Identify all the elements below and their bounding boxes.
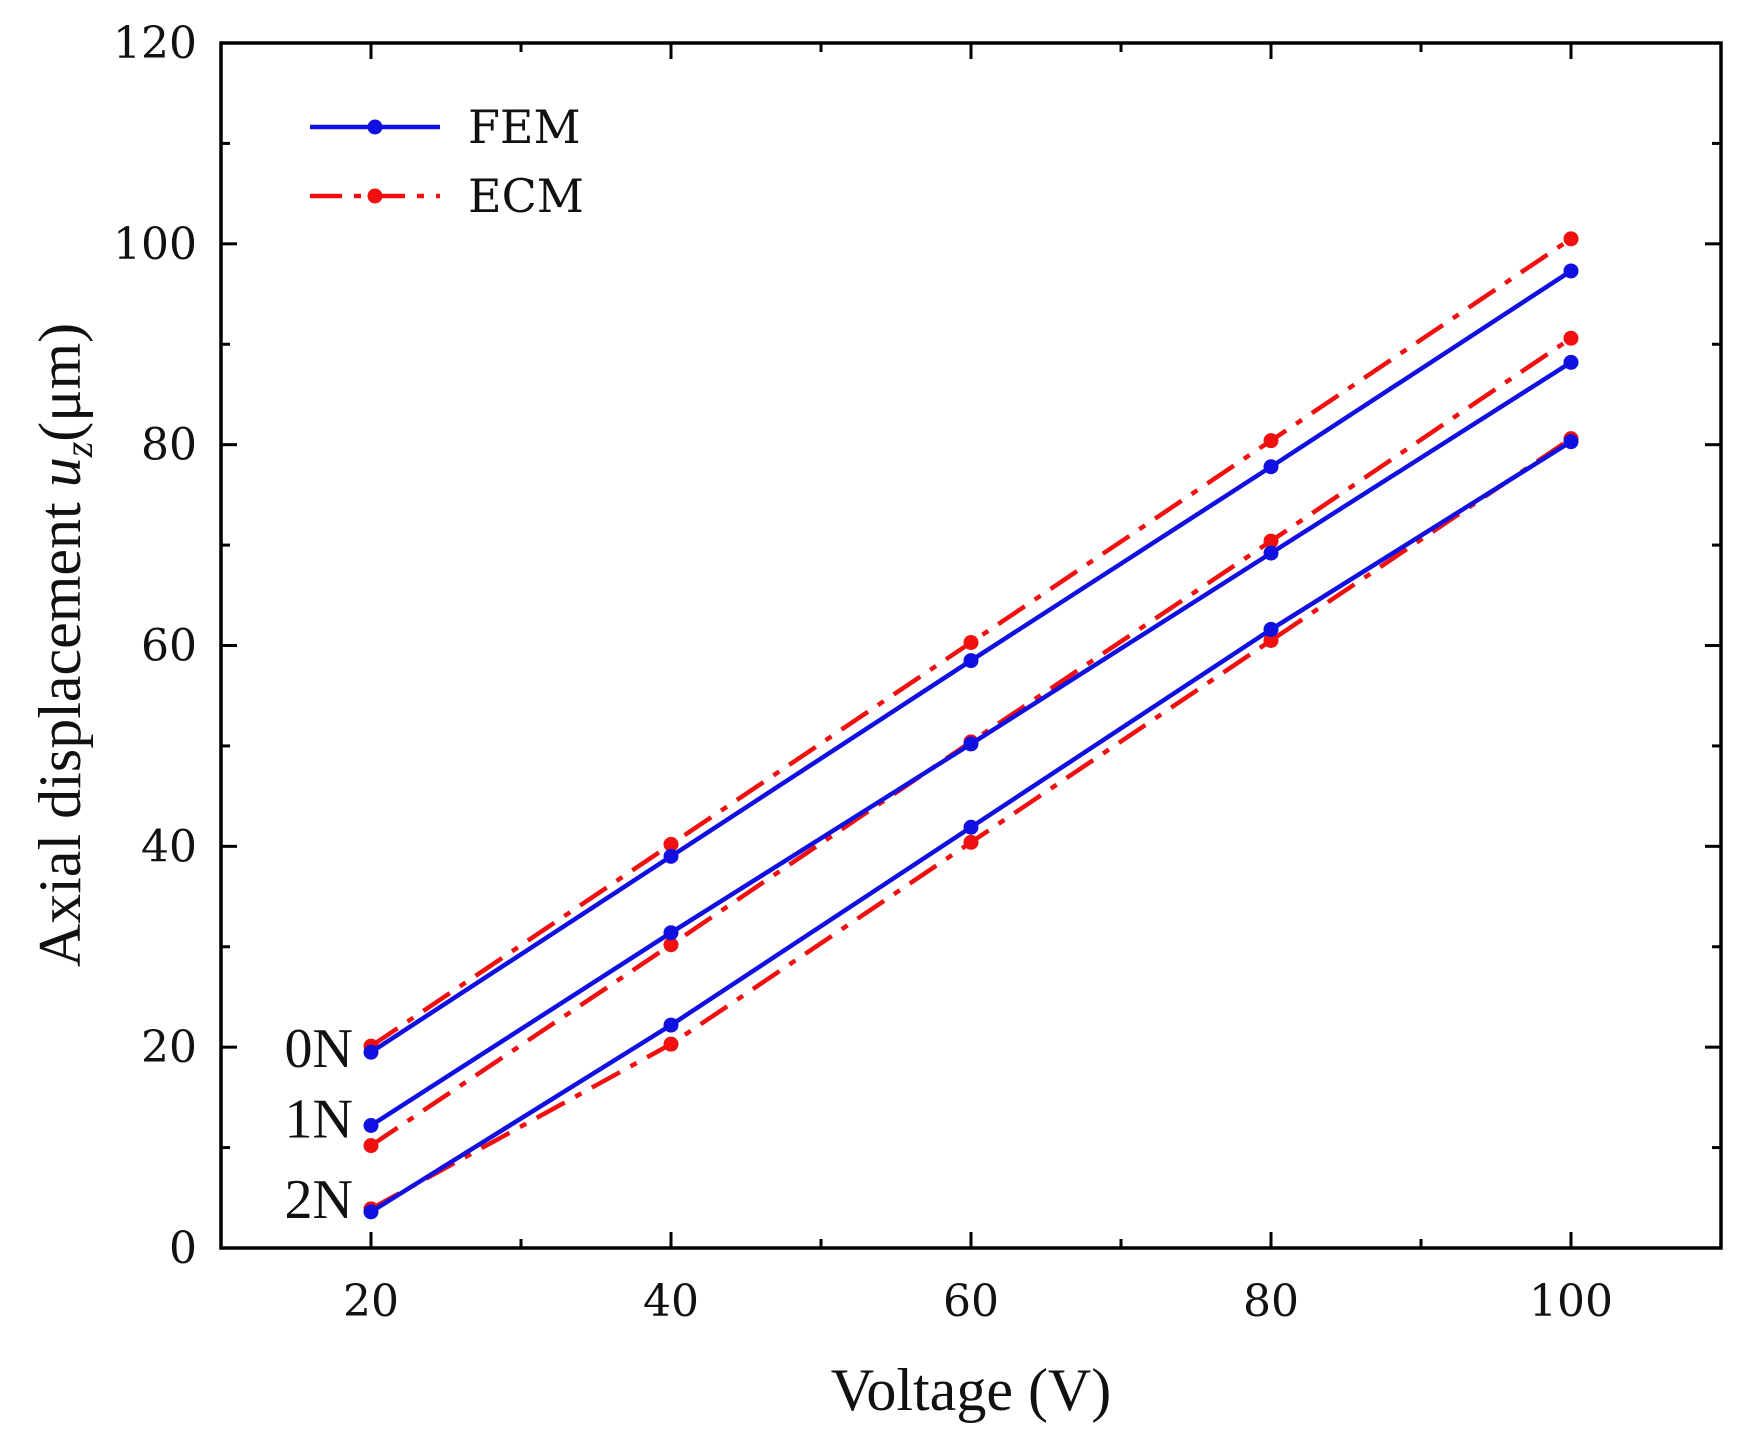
y-tick-label: 0 — [169, 1223, 197, 1274]
point-1n-fem — [963, 736, 979, 752]
point-0n-ecm — [963, 634, 979, 650]
y-tick-label: 60 — [141, 621, 197, 672]
y-axis-title-subscript: z — [56, 441, 101, 458]
x-tick-label: 80 — [1243, 1276, 1299, 1327]
legend-ecm-label: ECM — [468, 169, 584, 223]
point-1n-ecm — [663, 937, 679, 953]
point-2n-ecm — [963, 834, 979, 850]
point-2n-fem — [363, 1204, 379, 1220]
point-2n-ecm — [663, 1036, 679, 1052]
point-0n-fem — [1563, 263, 1579, 279]
point-2n-fem — [963, 819, 979, 835]
plot-series — [363, 231, 1579, 1220]
y-axis-title-variable: u — [27, 457, 93, 487]
x-tick-label: 100 — [1529, 1276, 1613, 1327]
point-1n-fem — [363, 1117, 379, 1133]
legend-fem-marker — [367, 119, 383, 135]
legend: FEM ECM — [310, 100, 584, 223]
point-0n-fem — [1263, 459, 1279, 475]
y-axis-title: Axial displacement uz(μm) — [27, 323, 101, 967]
point-2n-fem — [663, 1017, 679, 1033]
y-tick-label: 40 — [141, 821, 197, 872]
point-1n-ecm — [363, 1138, 379, 1154]
group-label-2n: 2N — [285, 1169, 353, 1231]
axis-ticks: 20 40 60 80 100 0 20 40 60 80 100 120 — [113, 18, 1721, 1327]
y-tick-label: 80 — [141, 420, 197, 471]
y-axis-title-prefix: Axial displacement — [27, 487, 93, 967]
point-0n-ecm — [1563, 231, 1579, 247]
point-1n-fem — [663, 925, 679, 941]
x-tick-label: 20 — [343, 1276, 399, 1327]
point-0n-fem — [963, 653, 979, 669]
x-tick-label: 40 — [643, 1276, 699, 1327]
point-1n-fem — [1563, 354, 1579, 370]
y-axis-title-unit: (μm) — [27, 323, 93, 442]
y-tick-label: 120 — [113, 18, 197, 69]
group-label-0n: 0N — [285, 1018, 353, 1080]
plot-frame — [219, 41, 1723, 1250]
point-1n-ecm — [1563, 330, 1579, 346]
point-2n-ecm — [1263, 632, 1279, 648]
point-2n-fem — [1563, 434, 1579, 450]
y-tick-label: 20 — [141, 1022, 197, 1073]
point-0n-fem — [363, 1044, 379, 1060]
x-axis-title: Voltage (V) — [831, 1357, 1112, 1423]
point-1n-fem — [1263, 545, 1279, 561]
y-tick-label: 100 — [113, 219, 197, 270]
legend-fem-label: FEM — [468, 100, 581, 154]
point-1n-ecm — [1263, 533, 1279, 549]
group-label-1n: 1N — [285, 1088, 353, 1150]
series-group-labels: 0N 1N 2N — [285, 1018, 353, 1231]
point-2n-fem — [1263, 621, 1279, 637]
point-0n-fem — [663, 848, 679, 864]
point-0n-ecm — [1263, 433, 1279, 449]
legend-ecm-marker — [367, 188, 383, 204]
point-0n-ecm — [663, 836, 679, 852]
x-tick-label: 60 — [943, 1276, 999, 1327]
